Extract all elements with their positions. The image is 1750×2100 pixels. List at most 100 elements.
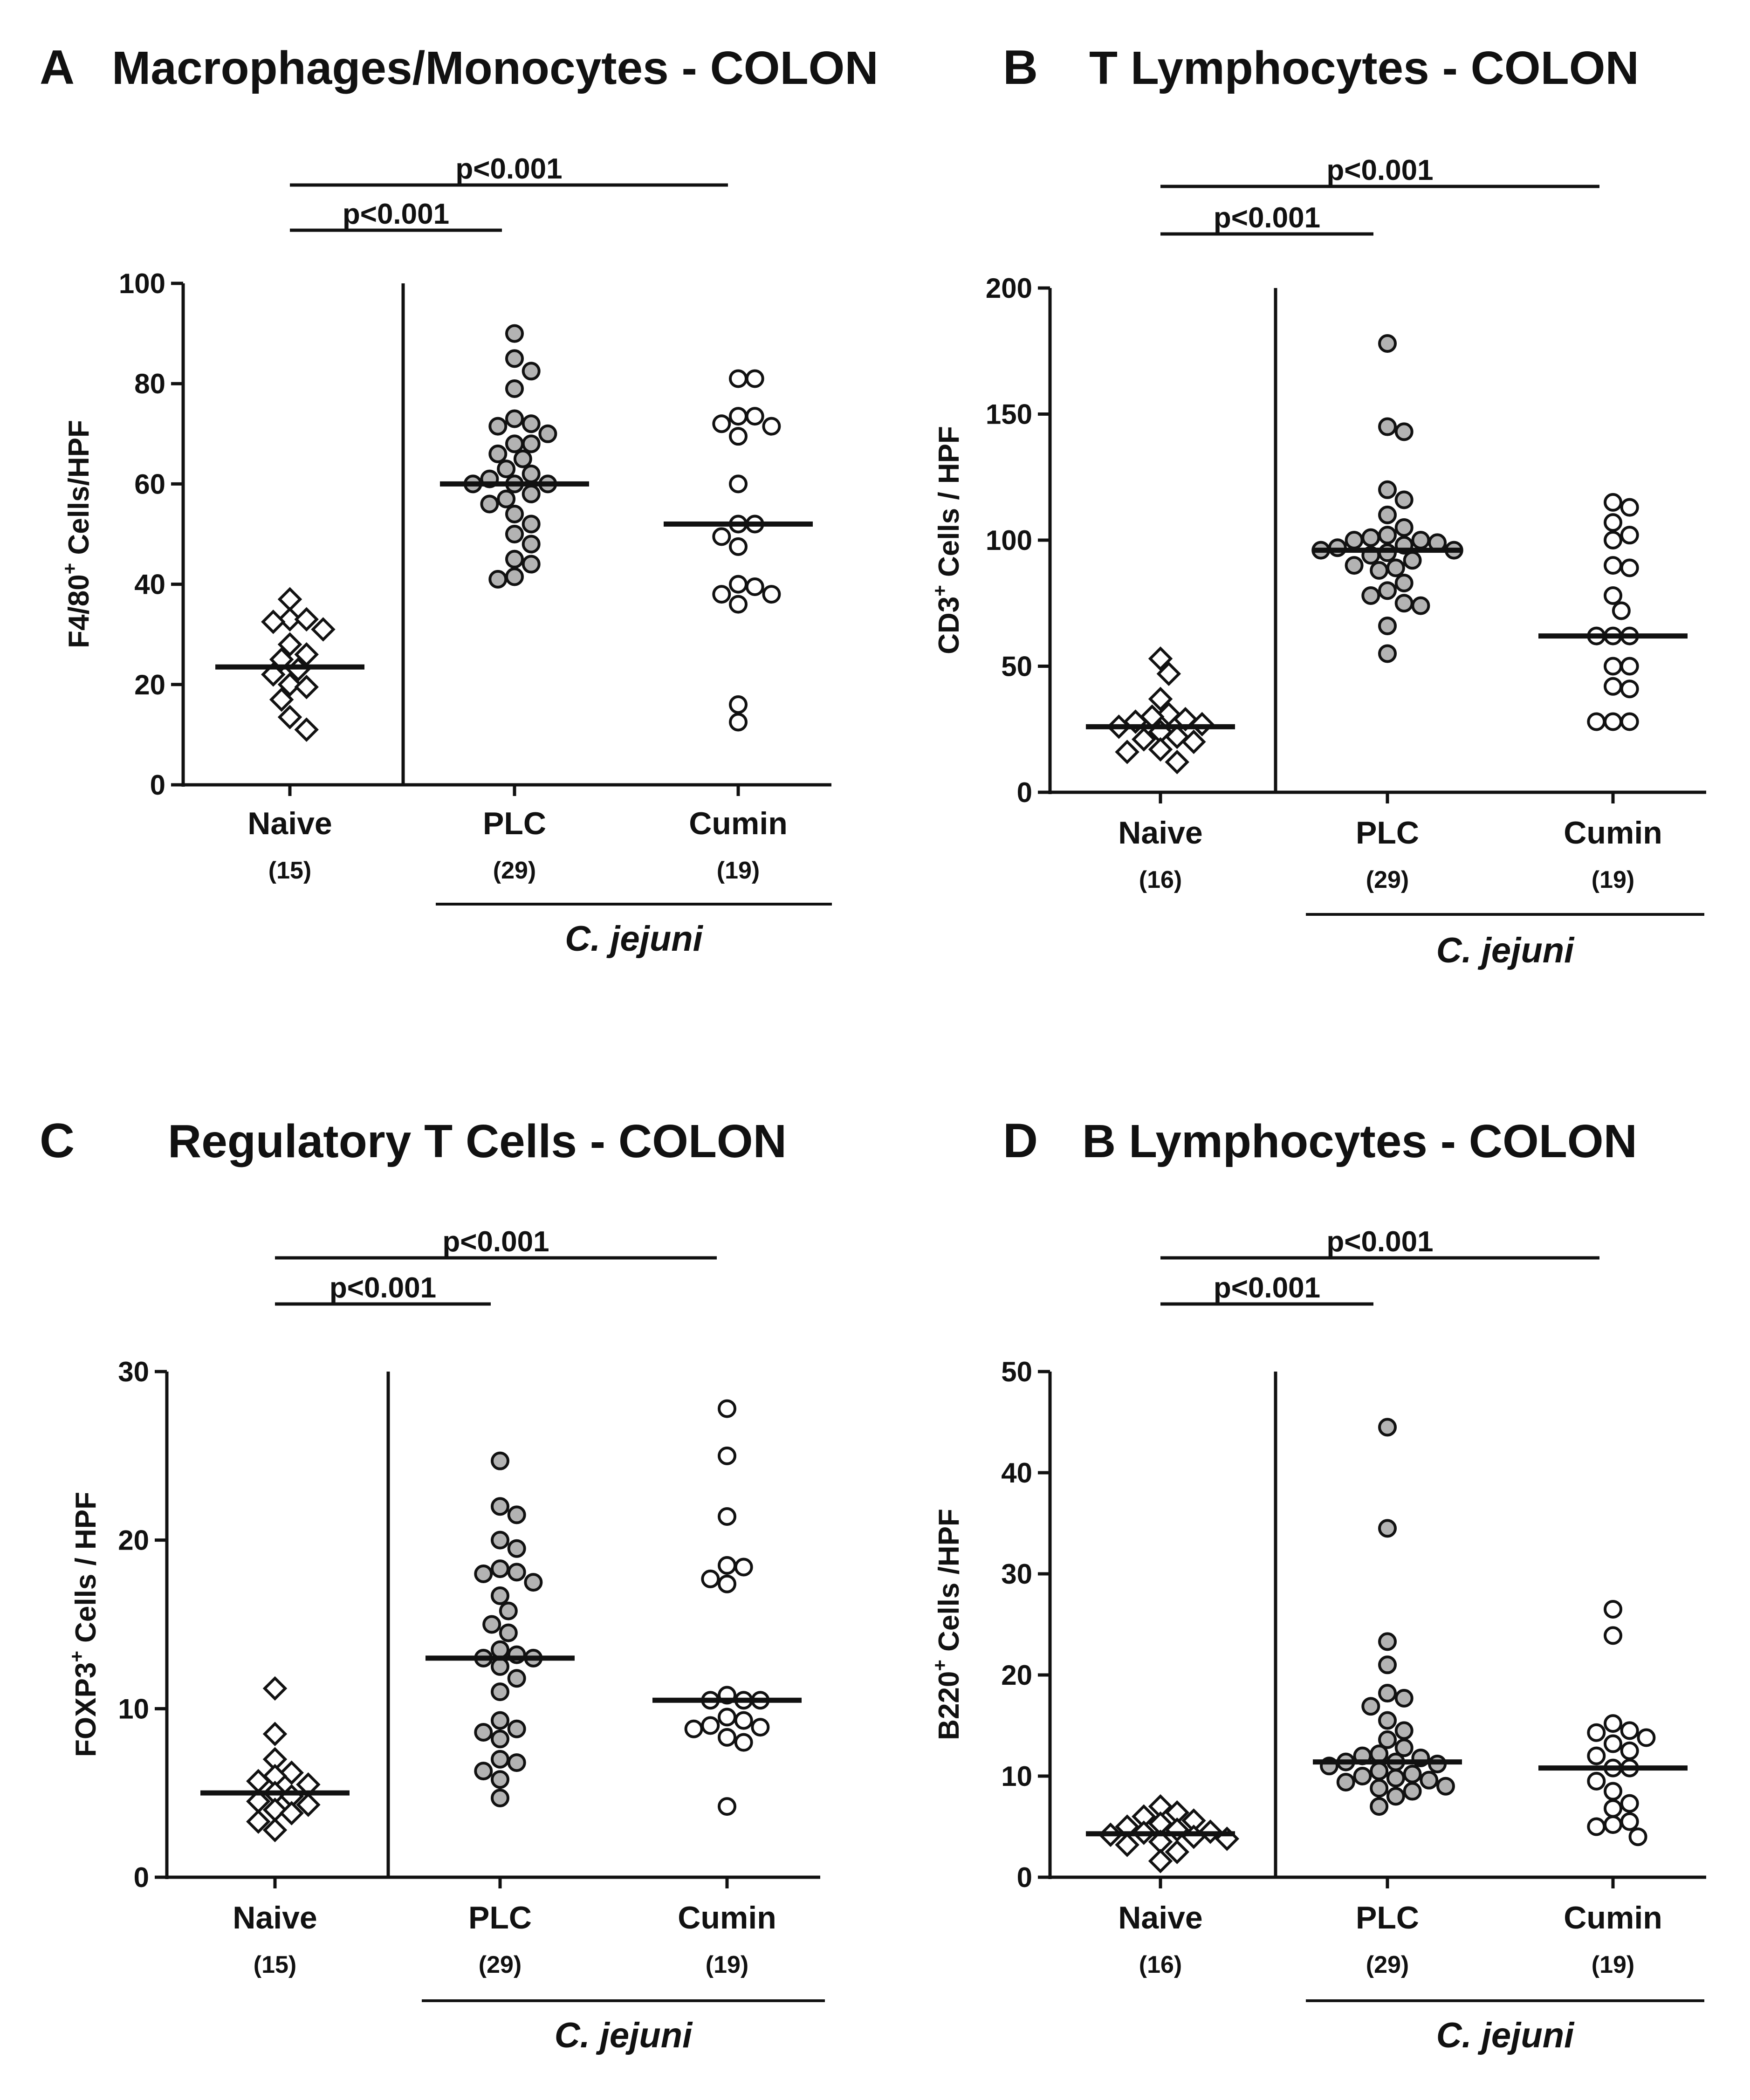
y-axis-label-superscript: + <box>66 1651 88 1662</box>
data-point-plc <box>482 1615 501 1634</box>
data-point-cumin <box>1620 657 1639 676</box>
data-point-plc <box>491 1770 509 1789</box>
data-point-naive <box>277 705 302 729</box>
p-value-label: p<0.001 <box>343 198 449 230</box>
data-point-naive <box>1165 749 1189 775</box>
data-point-cumin <box>734 1558 753 1577</box>
data-point-cumin <box>734 1733 753 1752</box>
y-tick-label: 50 <box>1001 651 1032 682</box>
sample-size-label: (29) <box>1366 1951 1409 1978</box>
data-point-plc <box>1386 1769 1405 1788</box>
data-point-cumin <box>701 1716 720 1735</box>
data-point-plc <box>1411 596 1430 615</box>
data-point-plc <box>507 1563 526 1582</box>
sample-size-label: (15) <box>268 857 311 884</box>
data-point-cumin <box>729 369 748 388</box>
data-point-plc <box>522 484 541 503</box>
data-point-cumin <box>729 695 748 714</box>
data-point-plc <box>1378 581 1397 600</box>
y-tick-label: 20 <box>134 669 165 700</box>
data-point-plc <box>1361 528 1380 547</box>
data-point-cumin <box>1604 712 1622 731</box>
data-point-plc <box>522 535 541 554</box>
data-point-plc <box>491 1750 509 1769</box>
data-point-plc <box>499 1623 518 1642</box>
data-point-cumin <box>729 474 748 494</box>
data-point-naive <box>1148 646 1173 671</box>
data-point-plc <box>522 464 541 483</box>
data-point-plc <box>1378 480 1397 499</box>
chart-a: A Macrophages/Monocytes - COLON p<0.001p<0… <box>40 41 878 959</box>
data-point-plc <box>507 1505 526 1524</box>
sample-size-label: (29) <box>1366 866 1409 893</box>
data-point-plc <box>1378 1684 1397 1703</box>
data-point-plc <box>507 1539 526 1558</box>
data-point-plc <box>491 1789 509 1808</box>
p-value-label: p<0.001 <box>1214 1272 1320 1304</box>
data-point-plc <box>1436 1777 1455 1796</box>
data-point-cumin <box>1620 1794 1639 1813</box>
sample-size-label: (19) <box>717 857 760 884</box>
data-point-plc <box>1370 1762 1389 1781</box>
data-point-plc <box>507 1753 526 1772</box>
data-point-plc <box>488 570 508 589</box>
y-tick-label: 10 <box>118 1693 149 1724</box>
data-point-plc <box>1378 1711 1397 1730</box>
data-point-plc <box>474 1723 493 1742</box>
y-axis-label-main: B220 <box>933 1671 965 1740</box>
data-point-plc <box>505 324 524 343</box>
category-label: PLC <box>1356 815 1419 851</box>
data-point-naive <box>279 1760 304 1785</box>
data-point-cumin <box>729 595 748 614</box>
chart-title: Macrophages/Monocytes - COLON <box>112 42 878 94</box>
data-point-naive <box>1148 737 1173 762</box>
data-point-cumin <box>1604 493 1622 512</box>
data-point-cumin <box>1604 1815 1622 1834</box>
data-point-plc <box>491 1530 509 1550</box>
data-point-plc <box>1378 1655 1397 1675</box>
panel-letter: D <box>1003 1114 1038 1168</box>
data-point-plc <box>1378 526 1397 545</box>
data-point-naive <box>1148 1849 1173 1874</box>
data-point-naive <box>1115 1832 1139 1857</box>
category-label: PLC <box>1356 1900 1419 1935</box>
y-axis-label: FOXP3+ Cells / HPF <box>66 1492 102 1757</box>
data-point-naive <box>277 672 302 697</box>
data-point-cumin <box>729 575 748 594</box>
category-label: PLC <box>483 806 546 841</box>
sample-size-label: (19) <box>1592 1951 1634 1978</box>
panel-a: A Macrophages/Monocytes - COLON p<0.001 p<0… <box>0 0 878 1050</box>
data-point-cumin <box>1620 1721 1639 1740</box>
category-label: Naive <box>233 1900 317 1935</box>
data-point-plc <box>505 349 524 368</box>
data-point-cumin <box>1604 1734 1622 1753</box>
group-label: C. jejuni <box>565 919 703 959</box>
data-point-plc <box>522 362 541 381</box>
y-tick-label: 20 <box>1001 1660 1032 1691</box>
data-point-plc <box>505 549 524 569</box>
data-point-cumin <box>1587 1746 1606 1765</box>
data-point-plc <box>474 1762 493 1781</box>
data-point-cumin <box>1604 1626 1622 1645</box>
data-point-plc <box>1378 417 1397 436</box>
data-point-plc <box>1394 573 1414 592</box>
data-point-cumin <box>718 1507 736 1526</box>
y-axis-label: CD3+ Cells / HPF <box>929 426 965 654</box>
group-label: C. jejuni <box>1436 2016 1575 2055</box>
data-point-cumin <box>729 713 748 732</box>
data-point-naive <box>279 1801 304 1825</box>
sample-size-label: (15) <box>254 1951 296 1978</box>
data-point-plc <box>1394 1738 1414 1757</box>
data-point-cumin <box>1620 712 1639 731</box>
y-tick-label: 20 <box>118 1525 149 1556</box>
y-tick-label: 100 <box>986 525 1032 556</box>
data-point-naive <box>294 717 319 742</box>
data-point-cumin <box>1604 1599 1622 1619</box>
data-point-plc <box>1403 551 1422 570</box>
group-label: C. jejuni <box>555 2016 693 2055</box>
y-tick-label: 0 <box>1017 777 1032 808</box>
data-point-cumin <box>762 417 781 436</box>
y-tick-label: 150 <box>986 399 1032 430</box>
data-point-plc <box>505 525 524 543</box>
